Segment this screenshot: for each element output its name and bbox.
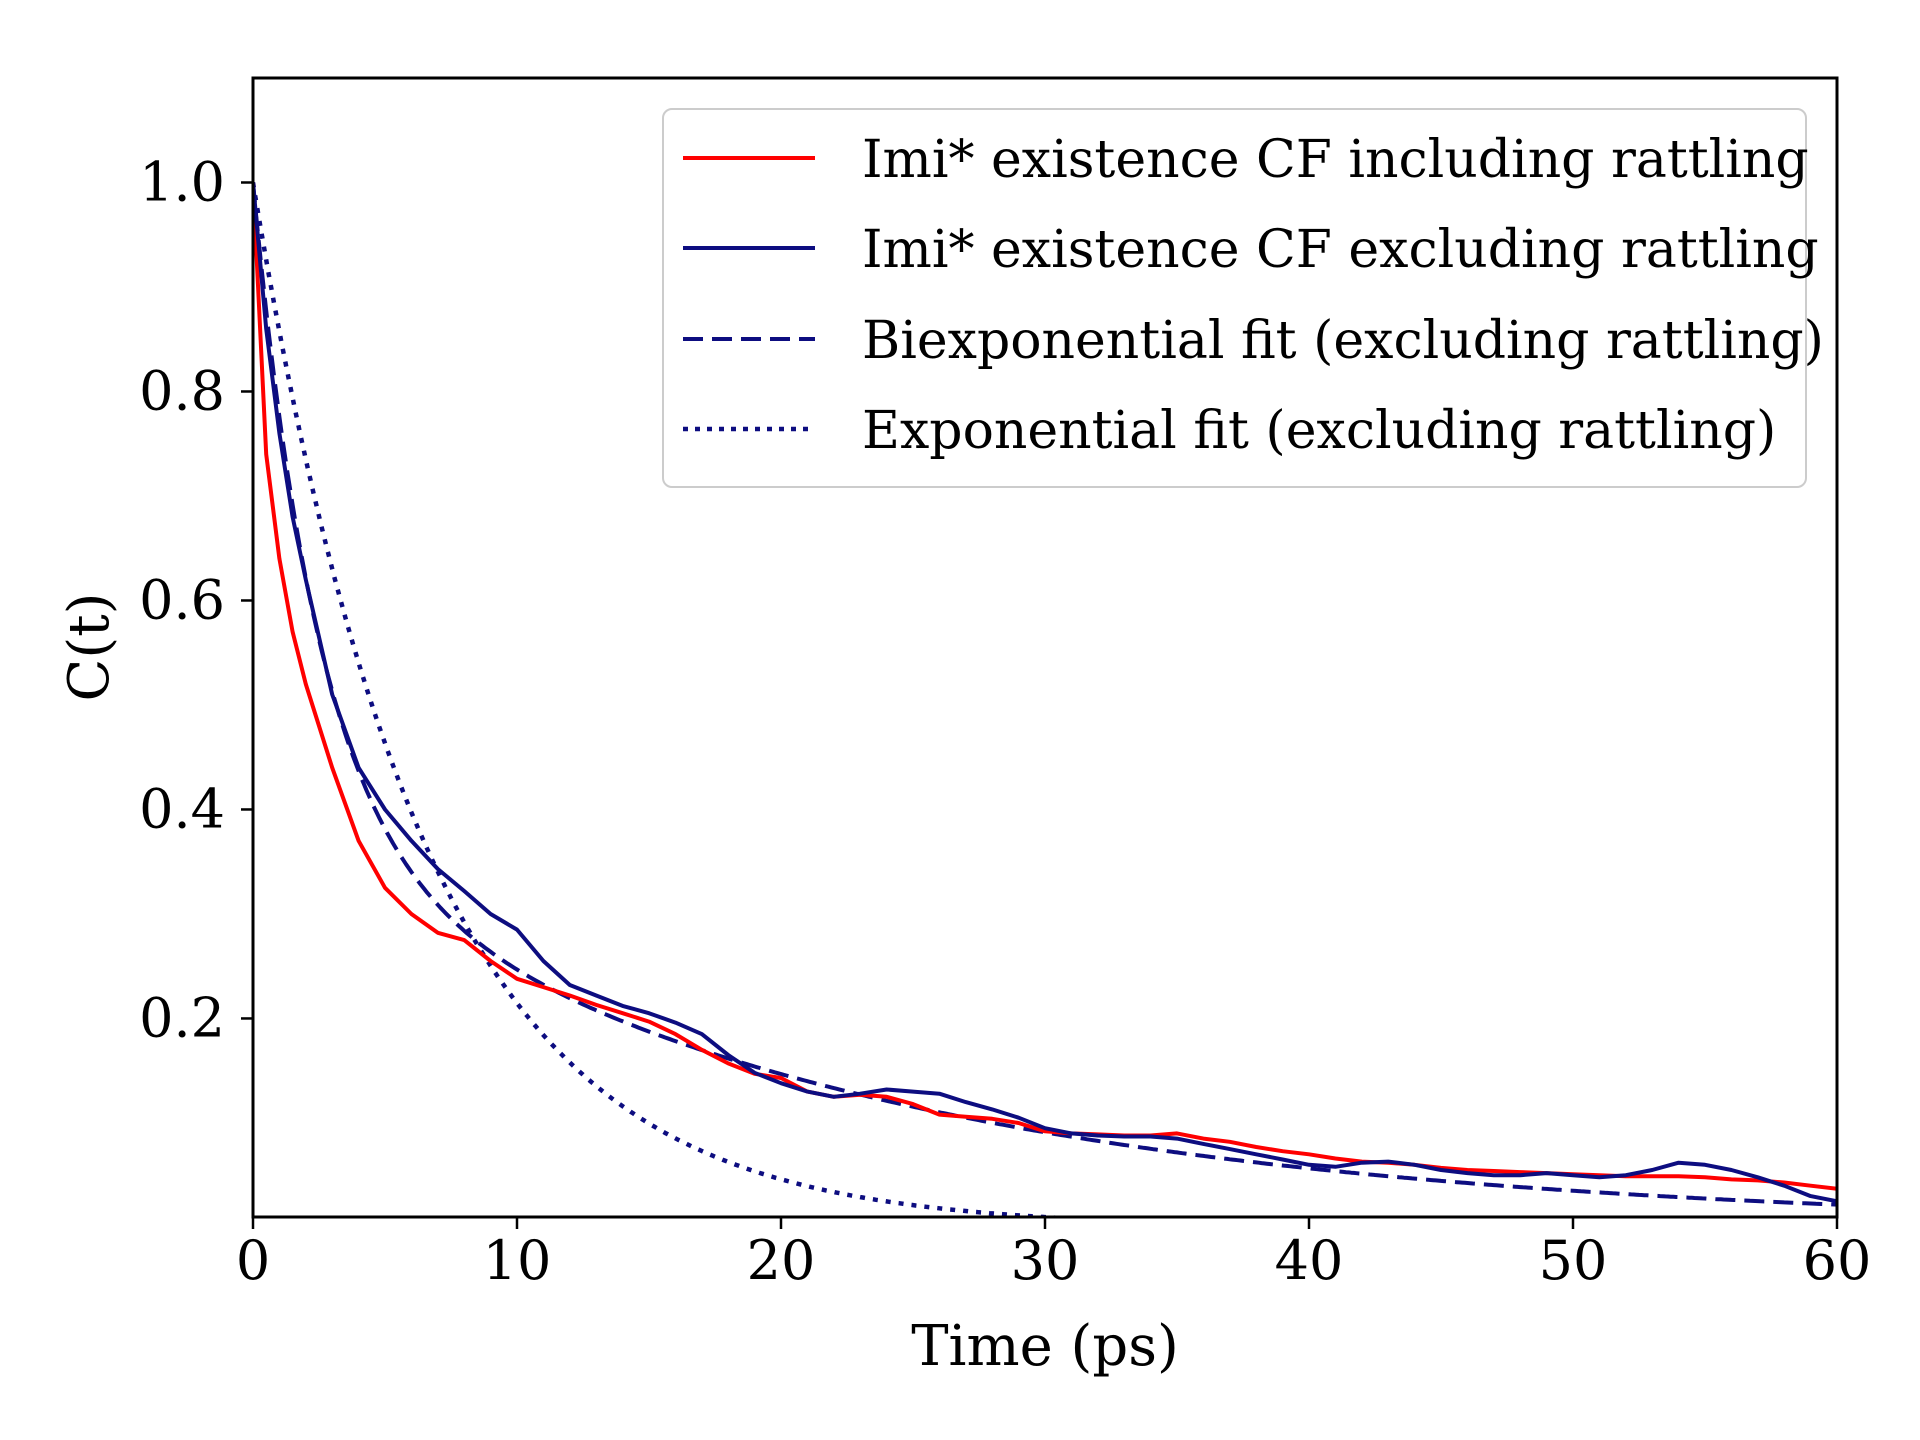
y-tick-label: 0.8 xyxy=(139,359,225,422)
series-layer xyxy=(253,182,1837,1217)
x-tick-label: 0 xyxy=(236,1229,270,1292)
legend-label-including-rattling: Imi* existence CF including rattling xyxy=(862,130,1809,190)
legend-label-exponential-fit: Exponential fit (excluding rattling) xyxy=(862,401,1776,461)
x-axis-label: Time (ps) xyxy=(911,1314,1179,1379)
x-tick-label: 10 xyxy=(483,1229,552,1292)
x-tick-label: 60 xyxy=(1803,1229,1872,1292)
legend-label-excluding-rattling: Imi* existence CF excluding rattling xyxy=(862,220,1819,280)
x-tick-label: 30 xyxy=(1011,1229,1080,1292)
x-tick-label: 40 xyxy=(1275,1229,1344,1292)
biexponential-fit-line xyxy=(253,182,1837,1207)
y-tick-label: 1.0 xyxy=(139,150,225,213)
y-tick-label: 0.6 xyxy=(139,568,225,631)
y-tick-label: 0.4 xyxy=(139,777,225,840)
y-tick-label: 0.2 xyxy=(139,986,225,1049)
legend-label-biexponential-fit: Biexponential fit (excluding rattling) xyxy=(862,311,1824,371)
legend-box xyxy=(662,108,1807,488)
x-tick-label: 50 xyxy=(1539,1229,1608,1292)
legend: Imi* existence CF including rattling Imi… xyxy=(662,108,1824,488)
series-excluding-rattling xyxy=(253,182,1837,1204)
y-axis-label: C(t) xyxy=(57,592,122,701)
ticks-layer: 0 10 20 30 40 50 60 0.2 0.4 0.6 0.8 1.0 xyxy=(139,150,1871,1292)
x-tick-label: 20 xyxy=(747,1229,816,1292)
